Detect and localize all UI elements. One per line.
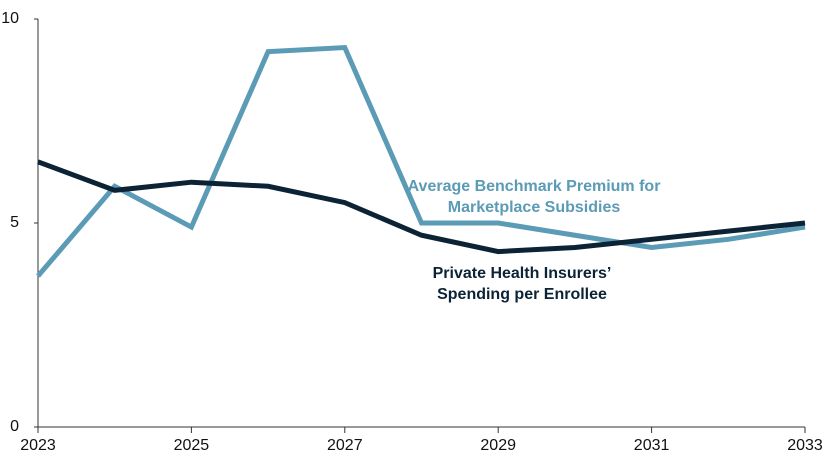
- series-line: [36, 44, 806, 278]
- x-tick-label: 2027: [327, 437, 363, 454]
- x-tick-label: 2033: [787, 437, 823, 454]
- series-label: Private Health Insurers’ Spending per En…: [432, 265, 612, 303]
- x-tick-label: 2025: [174, 437, 210, 454]
- x-tick-label: 2031: [634, 437, 670, 454]
- y-tick-label: 0: [10, 418, 19, 435]
- series-label: Average Benchmark Premium for Marketplac…: [407, 178, 661, 216]
- y-tick-label: 10: [1, 10, 19, 27]
- x-tick-label: 2029: [480, 437, 516, 454]
- y-tick-label: 5: [10, 214, 19, 231]
- x-tick-label: 2023: [20, 437, 56, 454]
- series-line: [37, 159, 806, 255]
